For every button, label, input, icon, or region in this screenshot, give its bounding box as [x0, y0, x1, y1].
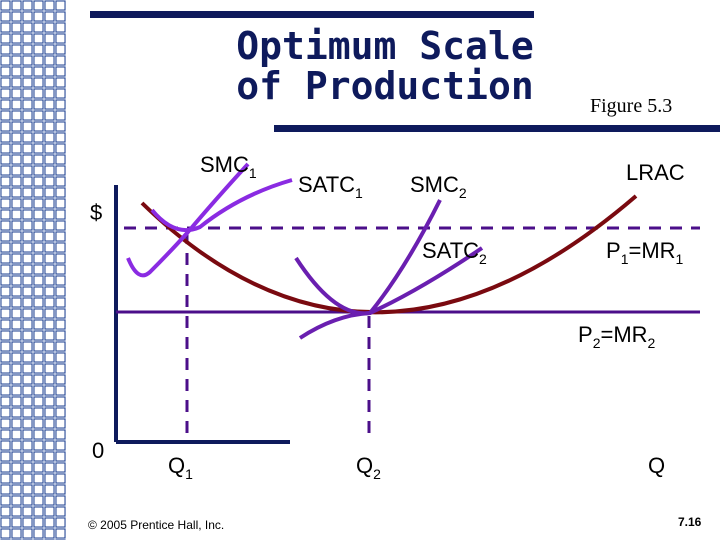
page-number: 7.16: [678, 515, 702, 529]
title-top-bar: [90, 11, 534, 18]
title-line-1: Optimum Scale: [236, 24, 534, 68]
lrac-label: LRAC: [626, 160, 685, 185]
smc2-label: SMC2: [410, 172, 467, 201]
x-axis-label: Q: [648, 453, 665, 478]
q1-label: Q1: [168, 453, 193, 482]
satc1-label: SATC1: [298, 172, 363, 201]
figure-label: Figure 5.3: [590, 95, 673, 117]
p2-mr2-label: P2=MR2: [578, 322, 656, 351]
smc2-curve: [298, 199, 442, 340]
q2-label: Q2: [356, 453, 381, 482]
slide-title: Optimum Scale of Production: [190, 26, 580, 106]
y-axis-label: $: [90, 200, 102, 225]
copyright-notice: © 2005 Prentice Hall, Inc.: [88, 518, 225, 532]
decorative-grid-strip: [0, 0, 66, 540]
satc2-label: SATC2: [422, 238, 487, 267]
smc1-curve: [126, 162, 250, 278]
lrac-curve: [140, 194, 638, 315]
satc1-curve: [150, 178, 293, 233]
title-line-2: of Production: [236, 64, 534, 108]
origin-label: 0: [92, 438, 104, 463]
title-underline-bar: [274, 125, 720, 132]
smc1-label: SMC1: [200, 152, 257, 181]
p1-mr1-label: P1=MR1: [606, 238, 684, 267]
